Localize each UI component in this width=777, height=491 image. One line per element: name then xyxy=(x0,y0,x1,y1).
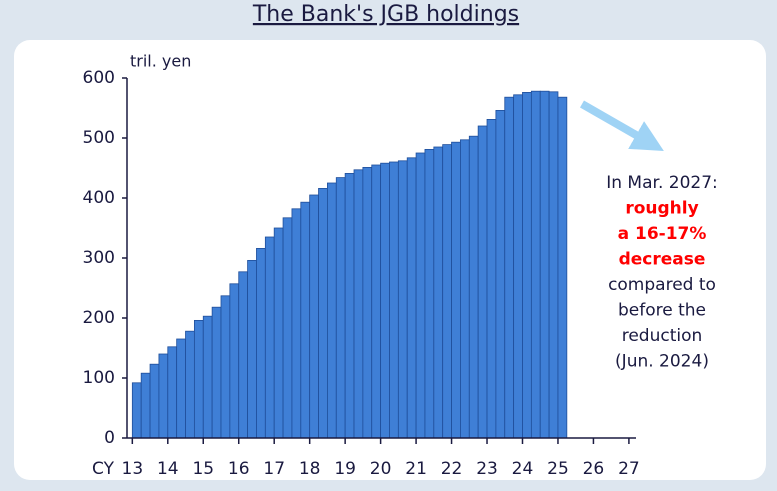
x-tick-label: 15 xyxy=(192,459,214,479)
bar xyxy=(282,217,293,439)
x-tick-label: 16 xyxy=(228,459,250,479)
bar xyxy=(495,110,506,439)
bar xyxy=(380,162,390,439)
bar xyxy=(397,160,408,439)
bar xyxy=(291,208,302,439)
bar xyxy=(424,148,435,439)
bar xyxy=(158,353,169,439)
x-tick-label: 23 xyxy=(476,459,498,479)
bar xyxy=(318,187,328,439)
x-tick-label: 18 xyxy=(299,459,321,479)
bar xyxy=(140,372,151,439)
bar xyxy=(522,92,532,439)
annotation-line: compared to xyxy=(608,275,716,295)
arrow xyxy=(580,100,664,151)
bar xyxy=(247,259,257,439)
bar xyxy=(460,139,470,439)
bar xyxy=(539,90,550,439)
bar xyxy=(211,306,222,439)
x-tick-label: 13 xyxy=(122,459,144,479)
x-tick-label: 25 xyxy=(547,459,569,479)
bar xyxy=(344,172,355,439)
y-tick-label: 200 xyxy=(83,308,115,328)
bar xyxy=(167,346,178,439)
bar xyxy=(371,164,382,439)
bar xyxy=(202,315,213,439)
bar xyxy=(433,146,444,439)
bar xyxy=(406,157,417,439)
x-tick-label: 21 xyxy=(405,459,427,479)
x-tick-label: 19 xyxy=(334,459,356,479)
x-prefix: CY xyxy=(92,459,115,479)
chart-title: The Bank's JGB holdings xyxy=(252,2,519,27)
y-tick-label: 600 xyxy=(83,68,115,88)
bar xyxy=(176,338,186,439)
x-tick-label: 20 xyxy=(370,459,392,479)
y-tick-label: 100 xyxy=(83,368,115,388)
x-tick-label: 26 xyxy=(583,459,605,479)
annotation-line: (Jun. 2024) xyxy=(615,352,709,372)
annotation-line: before the xyxy=(618,301,706,321)
bar xyxy=(229,283,240,439)
bar xyxy=(415,152,426,439)
x-tick-label: 24 xyxy=(512,459,534,479)
bar xyxy=(442,144,452,439)
bar xyxy=(504,96,515,439)
bar xyxy=(477,125,488,439)
x-tick-label: 22 xyxy=(441,459,463,479)
bar xyxy=(548,91,559,439)
bar xyxy=(264,236,275,439)
bar xyxy=(530,90,541,439)
bar xyxy=(513,94,523,439)
bar xyxy=(362,166,373,439)
y-tick-label: 300 xyxy=(83,248,115,268)
bar xyxy=(353,169,364,439)
y-tick-label: 400 xyxy=(83,188,115,208)
bar xyxy=(220,295,231,439)
x-tick-label: 14 xyxy=(157,459,179,479)
annotation-line: reduction xyxy=(622,326,703,346)
bar xyxy=(149,363,160,439)
bar xyxy=(486,119,497,439)
bar xyxy=(256,247,266,439)
y-tick-label: 500 xyxy=(83,128,115,148)
x-tick-label: 17 xyxy=(263,459,285,479)
annotation-line: a 16-17% xyxy=(618,224,707,244)
y-tick-label: 0 xyxy=(104,428,115,448)
bar xyxy=(335,177,346,439)
bar xyxy=(389,161,399,439)
bar xyxy=(327,182,337,439)
annotation-line: decrease xyxy=(619,250,706,270)
y-unit: tril. yen xyxy=(130,52,191,71)
bar xyxy=(238,271,248,439)
x-tick-label: 27 xyxy=(618,459,640,479)
bar xyxy=(193,319,204,439)
bar xyxy=(468,135,479,439)
bar xyxy=(185,330,195,439)
bar xyxy=(300,201,311,439)
bar xyxy=(451,141,461,439)
annotation-line: In Mar. 2027: xyxy=(606,173,718,193)
bar xyxy=(309,194,319,439)
bar xyxy=(131,382,142,439)
annotation-line: roughly xyxy=(625,199,698,219)
bar xyxy=(273,227,284,439)
bar xyxy=(557,96,568,439)
